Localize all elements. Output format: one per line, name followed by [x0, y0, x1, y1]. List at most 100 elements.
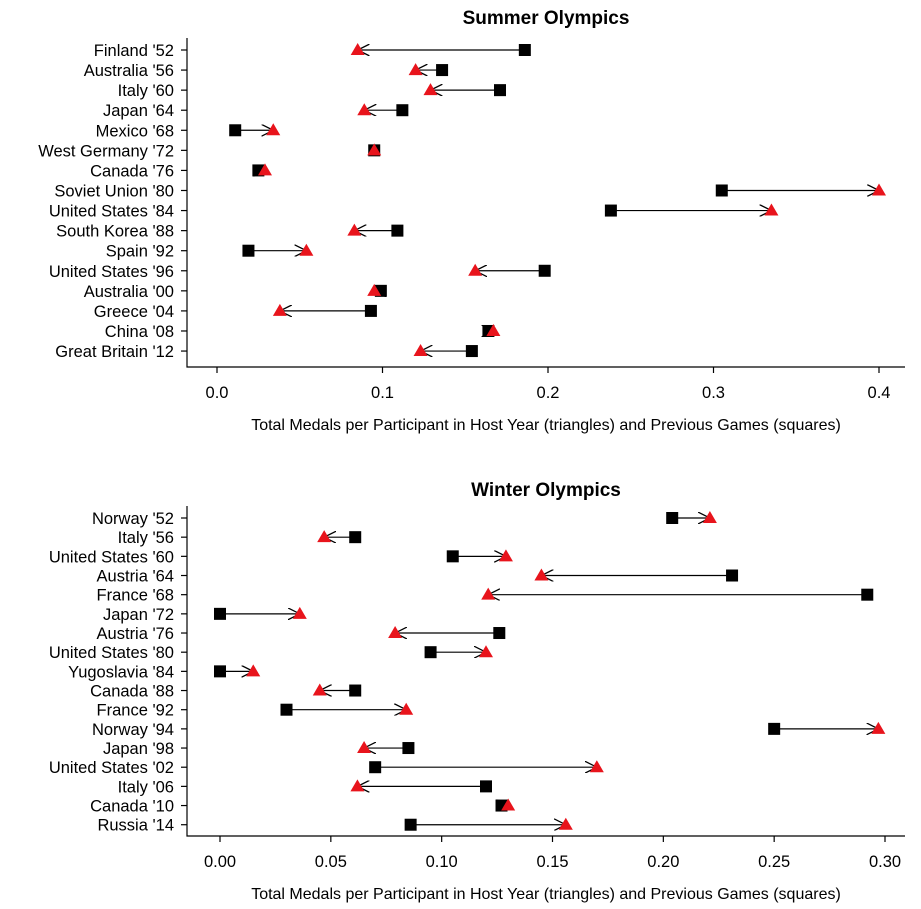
summer-previous-games-square — [436, 64, 449, 77]
summer-previous-games-square — [396, 104, 409, 117]
winter-category-label: Japan '98 — [103, 740, 174, 758]
summer-category-label: Great Britain '12 — [55, 343, 174, 361]
winter-previous-games-square — [280, 703, 293, 716]
summer-x-tick-label: 0.4 — [868, 384, 891, 402]
winter-host-year-triangle — [246, 664, 261, 677]
summer-panel: Summer Olympics Total Medals per Partici… — [38, 8, 905, 434]
summer-previous-games-square — [229, 124, 242, 137]
winter-host-year-triangle — [317, 530, 332, 543]
summer-category-label: Greece '04 — [94, 303, 174, 321]
summer-previous-games-square — [494, 84, 507, 97]
winter-x-tick-label: 0.10 — [426, 853, 458, 871]
winter-previous-games-square — [666, 512, 679, 524]
winter-chart-title: Winter Olympics — [471, 480, 621, 501]
summer-host-year-triangle — [299, 243, 314, 256]
winter-category-label: Yugoslavia '84 — [68, 663, 174, 681]
summer-previous-games-square — [518, 44, 531, 56]
winter-host-year-triangle — [534, 568, 549, 581]
winter-host-year-triangle — [357, 741, 372, 754]
summer-host-year-triangle — [408, 63, 423, 76]
summer-host-year-triangle — [872, 183, 886, 196]
winter-category-label: United States '60 — [49, 548, 174, 566]
summer-host-year-triangle — [486, 323, 501, 336]
summer-previous-games-square — [604, 204, 617, 217]
winter-x-axis-label: Total Medals per Participant in Host Yea… — [251, 886, 841, 903]
summer-category-label: Italy '60 — [118, 82, 174, 100]
winter-x-tick-label: 0.20 — [647, 853, 679, 871]
winter-category-label: United States '80 — [49, 644, 174, 662]
winter-previous-games-square — [349, 684, 362, 697]
summer-category-label: Australia '00 — [84, 283, 174, 301]
winter-category-label: Japan '72 — [103, 606, 174, 624]
winter-previous-games-square — [214, 607, 226, 620]
winter-category-label: Norway '94 — [92, 721, 174, 739]
winter-x-tick-label: 0.05 — [315, 853, 347, 871]
winter-category-label: Austria '64 — [97, 568, 174, 586]
winter-category-label: Norway '52 — [92, 510, 174, 528]
winter-previous-games-square — [402, 742, 415, 755]
summer-x-tick-label: 0.2 — [537, 384, 560, 402]
summer-host-year-triangle — [347, 223, 362, 236]
winter-previous-games-square — [861, 588, 874, 601]
winter-previous-games-square — [404, 818, 417, 831]
summer-x-axis-label: Total Medals per Participant in Host Yea… — [251, 417, 841, 434]
winter-previous-games-square — [493, 627, 506, 640]
winter-previous-games-square — [424, 646, 437, 659]
summer-host-year-triangle — [423, 83, 438, 96]
winter-x-tick-label: 0.25 — [758, 853, 790, 871]
summer-category-label: South Korea '88 — [56, 223, 174, 241]
winter-previous-games-square — [369, 761, 382, 774]
winter-host-year-triangle — [498, 549, 513, 562]
summer-host-year-triangle — [257, 163, 272, 176]
summer-x-tick-label: 0.3 — [702, 384, 725, 402]
winter-x-tick-label: 0.00 — [204, 853, 236, 871]
winter-category-label: United States '02 — [49, 759, 174, 777]
winter-host-year-triangle — [481, 587, 496, 600]
summer-previous-games-square — [242, 244, 255, 257]
summer-x-tick-label: 0.0 — [206, 384, 229, 402]
summer-host-year-triangle — [357, 103, 372, 116]
winter-x-tick-label: 0.15 — [536, 853, 568, 871]
summer-previous-games-square — [538, 264, 551, 277]
winter-host-year-triangle — [558, 817, 573, 830]
winter-category-label: Canada '10 — [90, 798, 174, 816]
summer-host-year-triangle — [413, 344, 428, 357]
winter-x-tick-label: 0.30 — [869, 853, 901, 871]
winter-host-year-triangle — [501, 798, 516, 811]
summer-host-year-triangle — [266, 123, 281, 136]
summer-previous-games-square — [364, 304, 377, 317]
summer-host-year-triangle — [468, 263, 483, 276]
winter-host-year-triangle — [388, 626, 403, 639]
winter-host-year-triangle — [292, 606, 307, 619]
winter-panel: Winter Olympics Total Medals per Partici… — [49, 480, 905, 903]
summer-host-year-triangle — [367, 283, 382, 296]
winter-previous-games-square — [480, 780, 492, 793]
winter-category-label: Canada '88 — [90, 683, 174, 701]
winter-previous-games-square — [768, 722, 781, 735]
winter-host-year-triangle — [312, 683, 327, 696]
winter-previous-games-square — [349, 531, 362, 544]
winter-host-year-triangle — [589, 760, 604, 773]
summer-host-year-triangle — [350, 43, 365, 55]
winter-host-year-triangle — [871, 721, 886, 734]
summer-previous-games-square — [465, 345, 478, 358]
winter-category-label: Austria '76 — [97, 625, 174, 643]
summer-category-label: Australia '56 — [84, 62, 174, 80]
winter-category-label: Italy '56 — [118, 529, 174, 547]
winter-category-label: France '68 — [97, 587, 174, 605]
summer-x-tick-label: 0.1 — [371, 384, 394, 402]
summer-category-label: Mexico '68 — [96, 122, 174, 140]
summer-previous-games-square — [391, 224, 404, 237]
summer-category-label: China '08 — [105, 323, 174, 341]
winter-host-year-triangle — [399, 702, 414, 715]
summer-category-label: United States '96 — [49, 263, 174, 281]
summer-category-label: West Germany '72 — [38, 142, 174, 160]
winter-previous-games-square — [446, 550, 459, 563]
summer-category-label: Finland '52 — [94, 42, 174, 60]
summer-category-label: Spain '92 — [106, 243, 174, 261]
summer-category-label: Canada '76 — [90, 162, 174, 180]
winter-host-year-triangle — [479, 645, 493, 658]
winter-previous-games-square — [214, 665, 226, 678]
winter-plot-frame — [186, 506, 905, 837]
